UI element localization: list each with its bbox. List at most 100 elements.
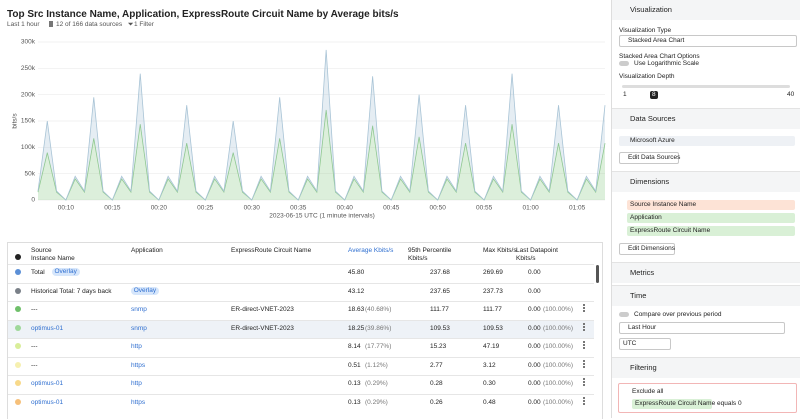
dimension-chip[interactable]: Application — [627, 213, 795, 223]
instance-name[interactable]: optimus-01 — [31, 324, 64, 332]
dimensions-section[interactable]: Dimensions — [612, 171, 800, 192]
data-sources-link[interactable]: 12 of 166 data sources — [56, 21, 123, 28]
y-tick-label: 300k — [21, 39, 36, 46]
color-dot — [15, 343, 21, 349]
average-pct: (39.86%) — [365, 324, 392, 332]
time-range[interactable]: Last 1 hour — [7, 21, 40, 28]
max: 47.19 — [483, 343, 500, 350]
max: 0.48 — [483, 398, 496, 406]
toggle[interactable] — [619, 312, 629, 317]
row-menu[interactable] — [583, 396, 587, 405]
range-select[interactable]: Last Hour — [619, 322, 785, 334]
last-pct: (100.00%) — [543, 306, 573, 313]
column-header[interactable]: Max Kbits/s — [483, 247, 517, 254]
y-tick-label: 100k — [21, 144, 36, 151]
color-dot — [15, 361, 21, 368]
average-pct: (17.77%) — [365, 343, 392, 350]
last-pct: (100.00%) — [543, 361, 573, 369]
max: 3.12 — [483, 361, 496, 369]
color-dot — [15, 269, 21, 275]
toggle-label: Compare over previous period — [634, 311, 722, 318]
application[interactable]: snmp — [131, 306, 147, 313]
header-dot — [15, 254, 21, 260]
dimension-chip[interactable]: Source Instance Name — [627, 200, 795, 210]
visualization-section[interactable]: Visualization — [612, 0, 800, 20]
area-fill — [38, 109, 605, 200]
last: 0.00 — [528, 287, 541, 295]
x-tick-label: 01:00 — [522, 205, 539, 212]
row-highlight — [8, 319, 594, 338]
source-chip[interactable]: Microsoft Azure — [619, 136, 795, 146]
row-menu[interactable] — [583, 304, 587, 312]
section-title: Data Sources — [630, 114, 676, 123]
zone-select[interactable]: UTC — [619, 338, 671, 350]
instance-name[interactable]: optimus-01 — [31, 398, 64, 406]
last-pct: (100.00%) — [543, 343, 573, 350]
row-menu[interactable] — [583, 322, 587, 331]
column-header[interactable]: Application — [131, 247, 163, 254]
average: 0.51 — [348, 361, 361, 369]
y-tick-label: 200k — [21, 91, 36, 98]
edit-sources-button[interactable]: Edit Data Sources — [619, 152, 680, 164]
application[interactable]: snmp — [131, 324, 147, 332]
metrics-section[interactable]: Metrics — [612, 262, 800, 283]
x-tick-label: 00:30 — [244, 205, 261, 212]
chip-label: Application — [630, 214, 662, 221]
row-divider — [8, 356, 594, 358]
slider-max: 40 — [787, 91, 795, 98]
application[interactable]: http — [131, 343, 142, 350]
column-header[interactable]: ExpressRoute Circuit Name — [231, 247, 312, 254]
circuit-name: ER-direct-VNET-2023 — [231, 324, 294, 332]
scrollbar[interactable] — [596, 265, 599, 283]
slider-track[interactable] — [622, 85, 790, 88]
button-label: Edit Dimensions — [628, 245, 675, 252]
toggle-label: Use Logarithmic Scale — [634, 60, 700, 67]
filter-box[interactable]: Exclude all ExpressRoute Circuit Name eq… — [618, 383, 797, 413]
column-header[interactable]: Source Instance Name — [31, 247, 75, 262]
chip-label: ExpressRoute Circuit Name — [635, 400, 716, 407]
row-divider — [8, 338, 594, 339]
instance-name: Total — [31, 269, 45, 276]
row-divider — [8, 319, 594, 321]
x-tick-label: 00:35 — [290, 205, 307, 212]
row-menu[interactable] — [583, 341, 587, 349]
instance-name: --- — [31, 361, 38, 369]
application[interactable]: http — [131, 380, 142, 387]
color-dot — [15, 306, 21, 312]
table — [7, 242, 603, 419]
area-line — [37, 109, 606, 201]
select-value: UTC — [623, 340, 637, 347]
chip-label: ExpressRoute Circuit Name — [630, 227, 711, 234]
filtering-section[interactable]: Filtering — [612, 357, 800, 378]
instance-name: --- — [31, 343, 38, 350]
last: 0.00 — [528, 343, 541, 350]
instance-name[interactable]: optimus-01 — [31, 380, 64, 387]
filter-link[interactable]: 1 Filter — [134, 21, 154, 28]
row-menu[interactable] — [583, 378, 587, 386]
y-axis-label: bits/s — [12, 113, 19, 129]
row-menu[interactable] — [583, 359, 587, 368]
dimension-chip[interactable]: ExpressRoute Circuit Name — [627, 226, 795, 236]
column-header[interactable]: Last Datapoint Kbits/s — [516, 247, 558, 262]
column-header[interactable]: 95th Percentile Kbits/s — [408, 247, 452, 262]
average: 0.13 — [348, 380, 361, 387]
x-tick-label: 00:15 — [104, 205, 121, 212]
p95: 237.65 — [430, 287, 450, 295]
edit-dimensions-button[interactable]: Edit Dimensions — [619, 243, 675, 255]
instance-name: Historical Total: 7 days back — [31, 287, 112, 295]
slider-value[interactable]: 8 — [650, 91, 658, 99]
column-header[interactable]: Average Kbits/s — [348, 247, 394, 254]
color-dot — [15, 398, 21, 405]
type-select[interactable]: Stacked Area Chart — [619, 35, 797, 47]
p95: 237.68 — [430, 269, 450, 276]
toggle[interactable] — [619, 61, 629, 66]
slider-min: 1 — [623, 91, 627, 98]
application[interactable]: https — [131, 361, 146, 369]
application[interactable]: https — [131, 398, 146, 406]
p95: 0.26 — [430, 398, 443, 406]
data-sources-section[interactable]: Data Sources — [612, 108, 800, 129]
section-title: Filtering — [630, 363, 657, 372]
time-section[interactable]: Time — [612, 285, 800, 306]
last-pct: (100.00%) — [543, 380, 573, 387]
average-pct: (0.29%) — [365, 380, 388, 387]
